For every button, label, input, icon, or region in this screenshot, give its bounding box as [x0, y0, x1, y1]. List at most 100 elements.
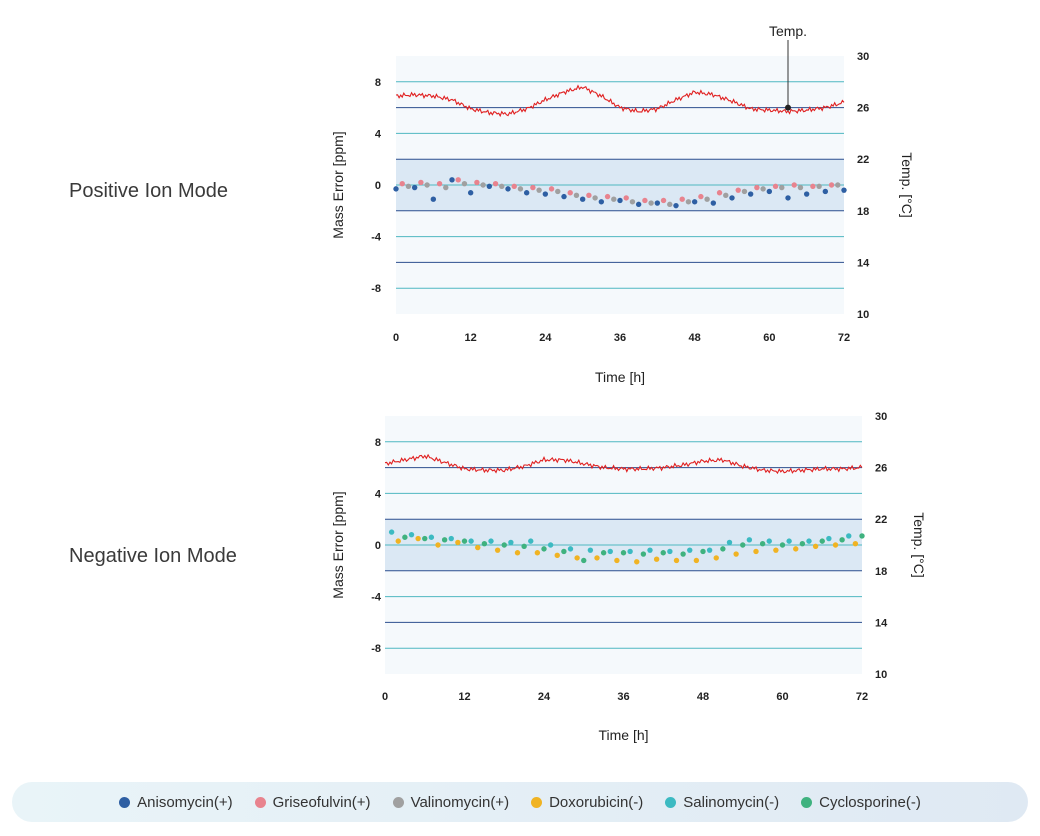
data-point: [393, 186, 399, 192]
data-point: [530, 184, 536, 191]
data-point: [785, 195, 791, 201]
y2-tick-label: 22: [875, 514, 887, 526]
data-point: [501, 542, 507, 548]
data-point: [673, 202, 679, 209]
data-point: [648, 200, 654, 206]
data-point: [405, 183, 412, 189]
legend-swatch: [531, 796, 543, 808]
data-point: [402, 534, 408, 540]
data-point: [793, 546, 799, 552]
data-point: [654, 200, 661, 206]
y2-axis-title: Temp. [°C]: [911, 512, 927, 578]
x-tick-label: 12: [465, 332, 477, 344]
data-point: [567, 546, 574, 552]
legend-swatch: [254, 796, 266, 808]
positive-mode-label: Positive Ion Mode: [69, 180, 228, 202]
data-point: [806, 538, 812, 544]
data-point: [698, 193, 704, 200]
data-point: [594, 555, 600, 561]
data-point: [706, 547, 713, 553]
x-tick-label: 24: [539, 332, 552, 344]
data-point: [461, 181, 468, 187]
data-point: [395, 538, 401, 544]
y-tick-label: 4: [375, 488, 382, 500]
data-point: [753, 548, 759, 555]
negative-mode-label: Negative Ion Mode: [69, 545, 237, 567]
data-point: [832, 542, 839, 548]
data-point: [687, 547, 693, 553]
data-point: [587, 547, 594, 553]
legend-label: Valinomycin(+): [410, 793, 510, 811]
data-point: [441, 537, 448, 543]
data-point: [740, 542, 746, 548]
y2-tick-label: 10: [875, 669, 887, 681]
data-point: [710, 200, 717, 206]
data-point: [726, 539, 733, 546]
data-point: [449, 177, 455, 183]
y2-tick-label: 14: [857, 257, 870, 269]
data-point: [741, 188, 748, 195]
data-point: [642, 197, 648, 204]
data-point: [816, 183, 822, 189]
data-point: [791, 182, 797, 188]
data-point: [408, 531, 415, 538]
y2-tick-label: 30: [875, 411, 887, 423]
data-point: [528, 538, 534, 544]
data-point: [799, 541, 806, 547]
y-tick-label: 0: [375, 540, 381, 552]
data-point: [779, 184, 785, 191]
y2-tick-label: 18: [857, 206, 869, 218]
data-point: [505, 186, 511, 192]
data-point: [598, 199, 605, 205]
y2-axis-title: Temp. [°C]: [899, 152, 915, 218]
x-tick-label: 12: [458, 691, 470, 703]
data-point: [667, 201, 673, 208]
data-point: [839, 537, 845, 543]
data-point: [607, 548, 613, 555]
legend-label: Cyclosporine(-): [819, 793, 921, 811]
data-point: [716, 190, 723, 196]
data-point: [600, 550, 607, 556]
legend-label: Griseofulvin(+): [272, 793, 371, 811]
legend-item-salinomycin: Salinomycin(-): [665, 794, 779, 811]
y2-tick-label: 10: [857, 309, 869, 321]
legend: Anisomycin(+) Griseofulvin(+) Valinomyci…: [12, 782, 1028, 822]
data-point: [660, 550, 666, 556]
data-point: [766, 188, 773, 195]
data-point: [627, 548, 633, 555]
data-point: [685, 199, 692, 205]
y-axis-title: Mass Error [ppm]: [330, 131, 346, 238]
data-point: [561, 193, 567, 200]
data-point: [399, 181, 405, 187]
data-point: [542, 191, 549, 197]
x-tick-label: 72: [856, 691, 868, 703]
x-axis-title: Time [h]: [595, 369, 645, 385]
data-point: [614, 557, 620, 564]
data-point: [424, 182, 430, 188]
data-point: [773, 547, 779, 553]
data-point: [617, 197, 623, 204]
data-point: [455, 177, 461, 183]
data-point: [541, 546, 547, 552]
data-point: [428, 534, 435, 540]
y2-tick-label: 22: [857, 154, 869, 166]
data-point: [480, 182, 486, 188]
data-point: [573, 192, 580, 199]
data-point: [534, 550, 541, 556]
legend-swatch: [119, 796, 131, 808]
data-point: [859, 533, 865, 539]
data-point: [422, 535, 428, 542]
legend-item-valinomycin: Valinomycin(+): [392, 793, 510, 811]
data-point: [846, 533, 852, 539]
x-tick-label: 36: [614, 332, 626, 344]
data-point: [634, 559, 640, 565]
data-point: [548, 186, 555, 192]
data-point: [733, 551, 739, 557]
data-point: [841, 187, 847, 193]
data-point: [679, 196, 685, 202]
data-point: [747, 191, 754, 197]
data-point: [475, 544, 481, 551]
x-tick-label: 0: [393, 332, 399, 344]
data-point: [488, 538, 494, 544]
